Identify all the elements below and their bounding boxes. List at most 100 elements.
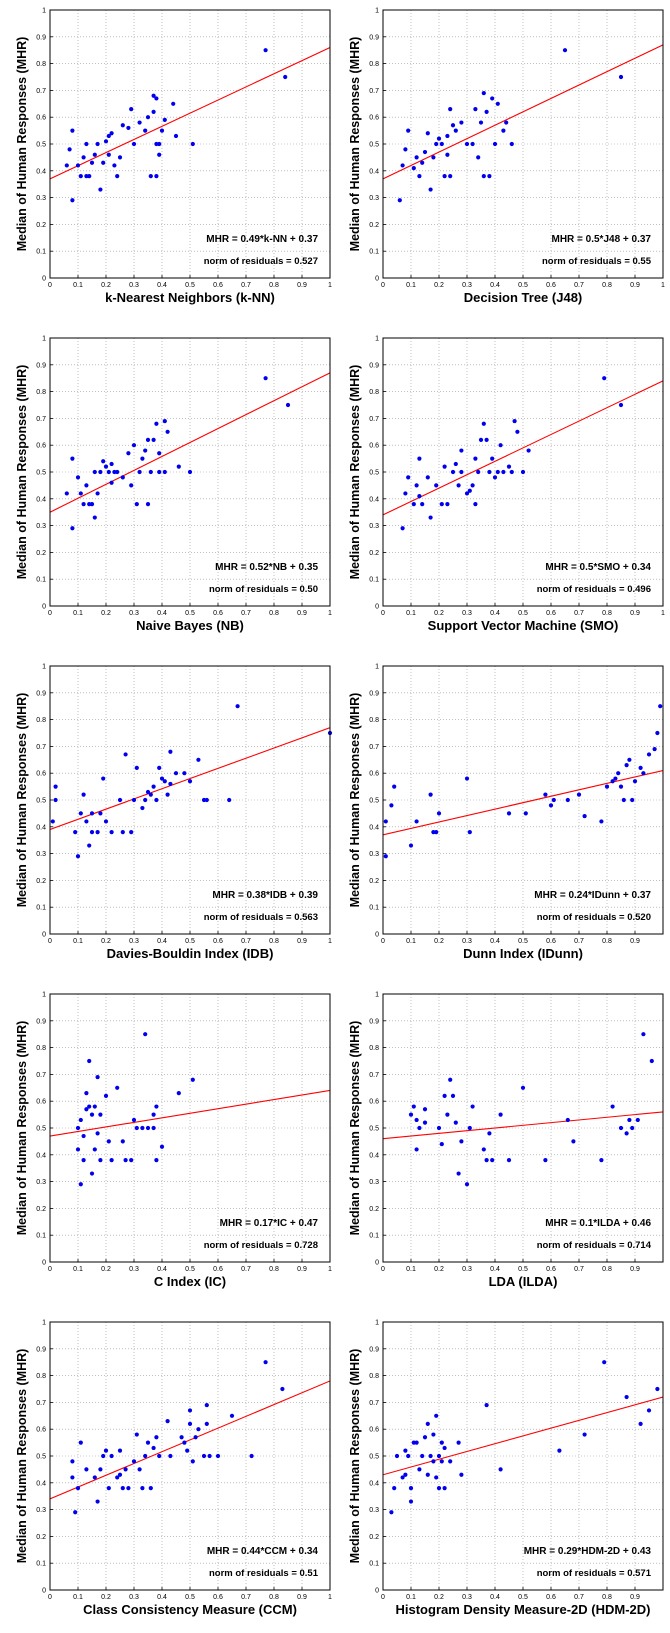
y-tick-label: 0.5 xyxy=(36,798,46,805)
data-point xyxy=(84,141,89,147)
data-point xyxy=(450,469,456,475)
data-point xyxy=(599,819,604,824)
data-point xyxy=(624,763,629,768)
data-point xyxy=(145,1125,151,1131)
x-tick-label: 0 xyxy=(48,1594,52,1601)
y-tick-label: 0 xyxy=(42,1260,46,1267)
data-point xyxy=(484,1402,489,1408)
data-point xyxy=(126,451,131,456)
data-point xyxy=(151,1112,156,1117)
x-tick-label: 0.5 xyxy=(518,1594,528,1601)
data-point xyxy=(117,1472,123,1477)
data-point xyxy=(109,1453,114,1459)
x-axis-label: Histogram Density Measure-2D (HDM-2D) xyxy=(396,1602,651,1617)
data-point xyxy=(129,1158,134,1163)
x-tick-label: 0.8 xyxy=(269,938,279,945)
data-point xyxy=(543,792,548,797)
x-tick-label: 0.8 xyxy=(602,282,612,289)
data-point xyxy=(154,1158,159,1163)
data-point xyxy=(123,752,128,757)
fit-equation: MHR = 0.38*IDB + 0.39 xyxy=(212,890,318,901)
data-point xyxy=(632,779,638,784)
data-point xyxy=(179,1435,184,1440)
data-point xyxy=(204,1402,209,1408)
data-point xyxy=(137,120,142,125)
x-tick-label: 0.6 xyxy=(213,282,223,289)
data-point xyxy=(263,1360,268,1365)
regression-line xyxy=(383,380,663,516)
y-tick-label: 0.6 xyxy=(369,1099,379,1106)
data-point xyxy=(389,1510,394,1515)
data-point xyxy=(492,141,498,147)
data-point xyxy=(129,107,134,112)
y-tick-label: 0.4 xyxy=(369,168,379,175)
x-axis-label: k-Nearest Neighbors (k-NN) xyxy=(105,290,275,305)
data-point xyxy=(526,448,531,453)
data-point xyxy=(53,797,58,803)
data-point xyxy=(227,797,232,803)
data-point xyxy=(229,1413,235,1418)
x-tick-label: 0.3 xyxy=(129,282,139,289)
data-point xyxy=(98,1112,103,1117)
data-point xyxy=(106,152,111,157)
data-point xyxy=(75,475,81,480)
data-point xyxy=(414,1440,419,1445)
x-tick-label: 0.5 xyxy=(185,1266,195,1273)
x-tick-label: 0.3 xyxy=(462,282,472,289)
data-point xyxy=(98,1158,103,1163)
data-point xyxy=(551,797,556,803)
y-tick-label: 0 xyxy=(375,1588,379,1595)
data-point xyxy=(112,163,117,168)
data-point xyxy=(394,1453,400,1459)
x-tick-label: 0.6 xyxy=(213,610,223,617)
data-point xyxy=(168,749,173,754)
y-tick-label: 0.8 xyxy=(369,389,379,396)
data-point xyxy=(414,1147,419,1152)
x-tick-label: 0 xyxy=(381,1266,385,1273)
fit-equation: MHR = 0.24*IDunn + 0.37 xyxy=(534,890,651,901)
y-tick-label: 0.2 xyxy=(36,1534,46,1541)
x-tick-label: 0.5 xyxy=(518,610,528,617)
data-point xyxy=(101,459,106,464)
x-tick-label: 0.2 xyxy=(101,938,111,945)
y-tick-label: 0.7 xyxy=(36,88,46,95)
y-tick-label: 1 xyxy=(375,1320,379,1327)
x-tick-label: 0.7 xyxy=(574,938,584,945)
data-point xyxy=(403,1448,408,1453)
data-point xyxy=(143,797,148,803)
data-point xyxy=(565,1117,570,1123)
data-point xyxy=(159,128,165,133)
x-tick-label: 0.6 xyxy=(546,1266,556,1273)
data-point xyxy=(582,813,587,819)
data-point xyxy=(548,803,554,808)
data-point xyxy=(134,765,139,770)
x-tick-label: 0.1 xyxy=(73,1594,83,1601)
y-tick-label: 0.8 xyxy=(36,1373,46,1380)
data-point xyxy=(92,469,97,475)
data-point xyxy=(484,109,489,114)
residuals-label: norm of residuals = 0.520 xyxy=(537,912,651,923)
data-point xyxy=(106,469,111,475)
data-point xyxy=(481,421,486,426)
x-axis-label: LDA (ILDA) xyxy=(489,1274,558,1289)
data-point xyxy=(408,843,414,848)
data-point xyxy=(649,1058,654,1064)
x-tick-label: 0.7 xyxy=(241,938,251,945)
scatter-plot-5: 0 0.1 0.2 0.3 0.4 0.5 0.6 0.7 0.8 0.9 1 0 0.1 0.2 0.3 0… xyxy=(15,664,333,961)
y-tick-label: 0.1 xyxy=(369,577,379,584)
data-point xyxy=(434,1413,439,1418)
data-point xyxy=(84,483,89,488)
data-point xyxy=(154,96,159,101)
data-point xyxy=(484,437,489,442)
data-point xyxy=(64,491,69,496)
data-point xyxy=(120,1139,125,1144)
x-tick-label: 0.1 xyxy=(406,282,416,289)
data-point xyxy=(604,784,610,789)
x-tick-label: 0 xyxy=(381,1594,385,1601)
fit-equation: MHR = 0.1*ILDA + 0.46 xyxy=(545,1218,651,1229)
y-axis-label: Median of Human Responses (MHR) xyxy=(348,365,362,580)
y-tick-label: 0.4 xyxy=(369,1480,379,1487)
data-point xyxy=(481,174,486,179)
y-tick-label: 1 xyxy=(42,8,46,15)
data-point xyxy=(464,776,470,781)
